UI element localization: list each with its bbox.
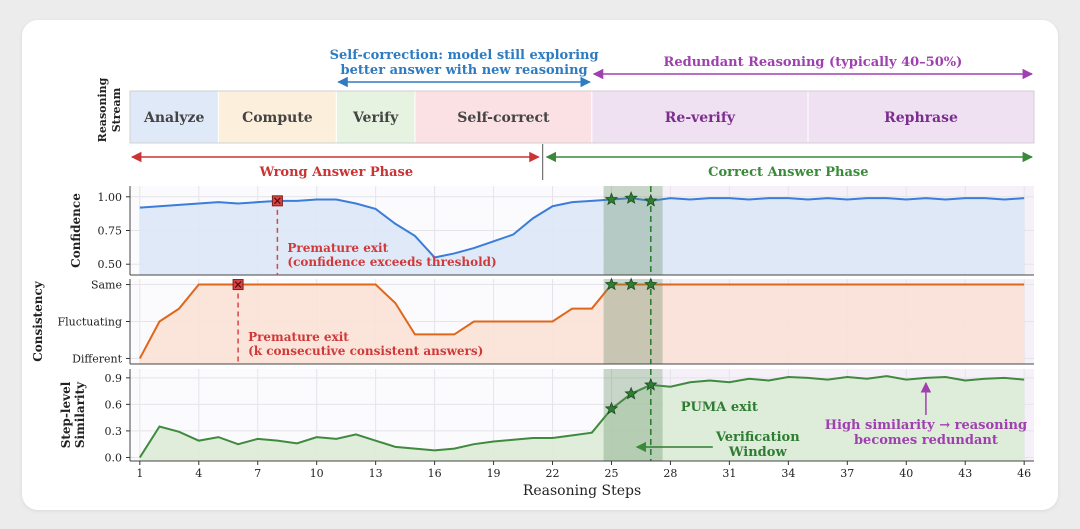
series-line <box>138 375 1025 458</box>
x-tick-label: 7 <box>254 467 261 480</box>
stream-segment <box>414 90 593 144</box>
verification-window-label: Window <box>728 445 788 460</box>
correct-phase-label: Correct Answer Phase <box>708 165 868 180</box>
stream-segment <box>129 90 219 144</box>
x-axis-label: Reasoning Steps <box>523 483 641 499</box>
x-tick-label: 16 <box>428 467 442 480</box>
stream-ylabel: Reasoning <box>96 77 109 142</box>
x-tick-label: 4 <box>195 467 202 480</box>
stream-segment-label: Rephrase <box>884 110 958 126</box>
panel-ylabel: Step-level <box>59 381 73 448</box>
x-tick-label: 1 <box>136 467 143 480</box>
verification-window <box>603 279 663 364</box>
premature-exit-cross <box>234 281 242 289</box>
self-correction-note: better answer with new reasoning <box>341 63 588 78</box>
x-tick-label: 22 <box>546 467 560 480</box>
y-tick-label: 0.0 <box>105 451 123 464</box>
premature-exit-label: Premature exit <box>287 241 388 255</box>
y-tick-label: 0.9 <box>105 372 123 385</box>
puma-exit-label: PUMA exit <box>681 400 758 415</box>
panel-ylabel: Consistency <box>31 280 45 362</box>
premature-exit-label: (k consecutive consistent answers) <box>248 344 483 358</box>
verification-window-label: Verification <box>715 430 800 445</box>
y-tick-label: 1.00 <box>98 191 123 204</box>
verification-star <box>604 192 619 206</box>
self-correction-note: Self-correction: model still exploring <box>330 48 599 63</box>
x-tick-label: 19 <box>487 467 501 480</box>
x-axis-layer: 1 4 7 10 13 16 19 22 25 28 31 34 37 40 43 46 Reasoning S… <box>136 461 1031 499</box>
stream-segment-label: Compute <box>242 110 313 126</box>
high-similarity-label: becomes redundant <box>854 433 998 448</box>
wrong-phase-label: Wrong Answer Phase <box>259 165 414 180</box>
series-area <box>139 198 1025 275</box>
stream-segment <box>591 90 809 144</box>
verification-star <box>644 193 658 207</box>
panel-ylabel: Similarity <box>73 381 87 448</box>
y-tick-label: 0.50 <box>98 258 123 271</box>
x-tick-label: 40 <box>899 467 913 480</box>
verification-star <box>624 277 638 291</box>
stream-segment-label: Self-correct <box>457 110 550 126</box>
x-tick-label: 43 <box>958 467 972 480</box>
stream-segment-label: Analyze <box>143 110 205 126</box>
x-tick-label: 37 <box>840 467 854 480</box>
puma-reasoning-chart: Analyze Compute Verify Self-correct Re-verif… <box>31 48 1035 499</box>
y-tick-label: 0.75 <box>98 225 123 238</box>
redundant-reasoning-note: Redundant Reasoning (typically 40–50%) <box>664 55 963 70</box>
stream-segment <box>807 90 1035 144</box>
x-tick-label: 10 <box>310 467 324 480</box>
y-tick-label: 0.3 <box>105 425 123 438</box>
x-tick-label: 31 <box>722 467 736 480</box>
premature-exit-label: Premature exit <box>248 330 349 344</box>
x-tick-label: 28 <box>663 467 677 480</box>
premature-exit-cross <box>273 197 281 205</box>
panel-ylabel: Confidence <box>69 193 83 268</box>
series-line <box>138 283 1025 359</box>
panel-consistency: Different Fluctuating Same Consistency Prema… <box>31 277 1034 365</box>
figure-card: Analyze Compute Verify Self-correct Re-verif… <box>22 20 1058 510</box>
high-similarity-label: High similarity → reasoning <box>825 418 1027 433</box>
y-tick-label: Same <box>91 279 122 292</box>
y-tick-label: Different <box>72 352 123 365</box>
y-tick-label: Fluctuating <box>57 316 122 329</box>
series-line <box>139 197 1025 259</box>
verification-star <box>644 277 658 291</box>
stream-segment-label: Re-verify <box>665 110 736 126</box>
reasoning-stream-layer: Analyze Compute Verify Self-correct Re-verif… <box>96 48 1035 180</box>
x-tick-label: 46 <box>1017 467 1031 480</box>
stream-segment-label: Verify <box>352 110 399 126</box>
verification-star <box>624 386 638 400</box>
stream-ylabel: Stream <box>110 87 123 132</box>
stream-band-border <box>129 90 1035 144</box>
x-tick-label: 34 <box>781 467 795 480</box>
series-area <box>139 376 1025 461</box>
premature-exit-label: (confidence exceeds threshold) <box>287 255 496 269</box>
verification-star <box>604 401 619 415</box>
x-tick-label: 25 <box>604 467 618 480</box>
verification-star <box>624 191 638 204</box>
stream-segment <box>217 90 337 144</box>
verification-star <box>604 277 619 291</box>
series-area <box>139 284 1025 364</box>
panel-confidence: 0.50 0.75 1.00 Confidence Premature exit(con… <box>69 186 1034 276</box>
x-tick-label: 13 <box>369 467 383 480</box>
y-tick-label: 0.6 <box>105 398 123 411</box>
verification-star <box>644 377 658 391</box>
panel-step-level-similarity: 0.0 0.3 0.6 0.9 Step-level Similarity PUMA exi… <box>59 369 1034 464</box>
